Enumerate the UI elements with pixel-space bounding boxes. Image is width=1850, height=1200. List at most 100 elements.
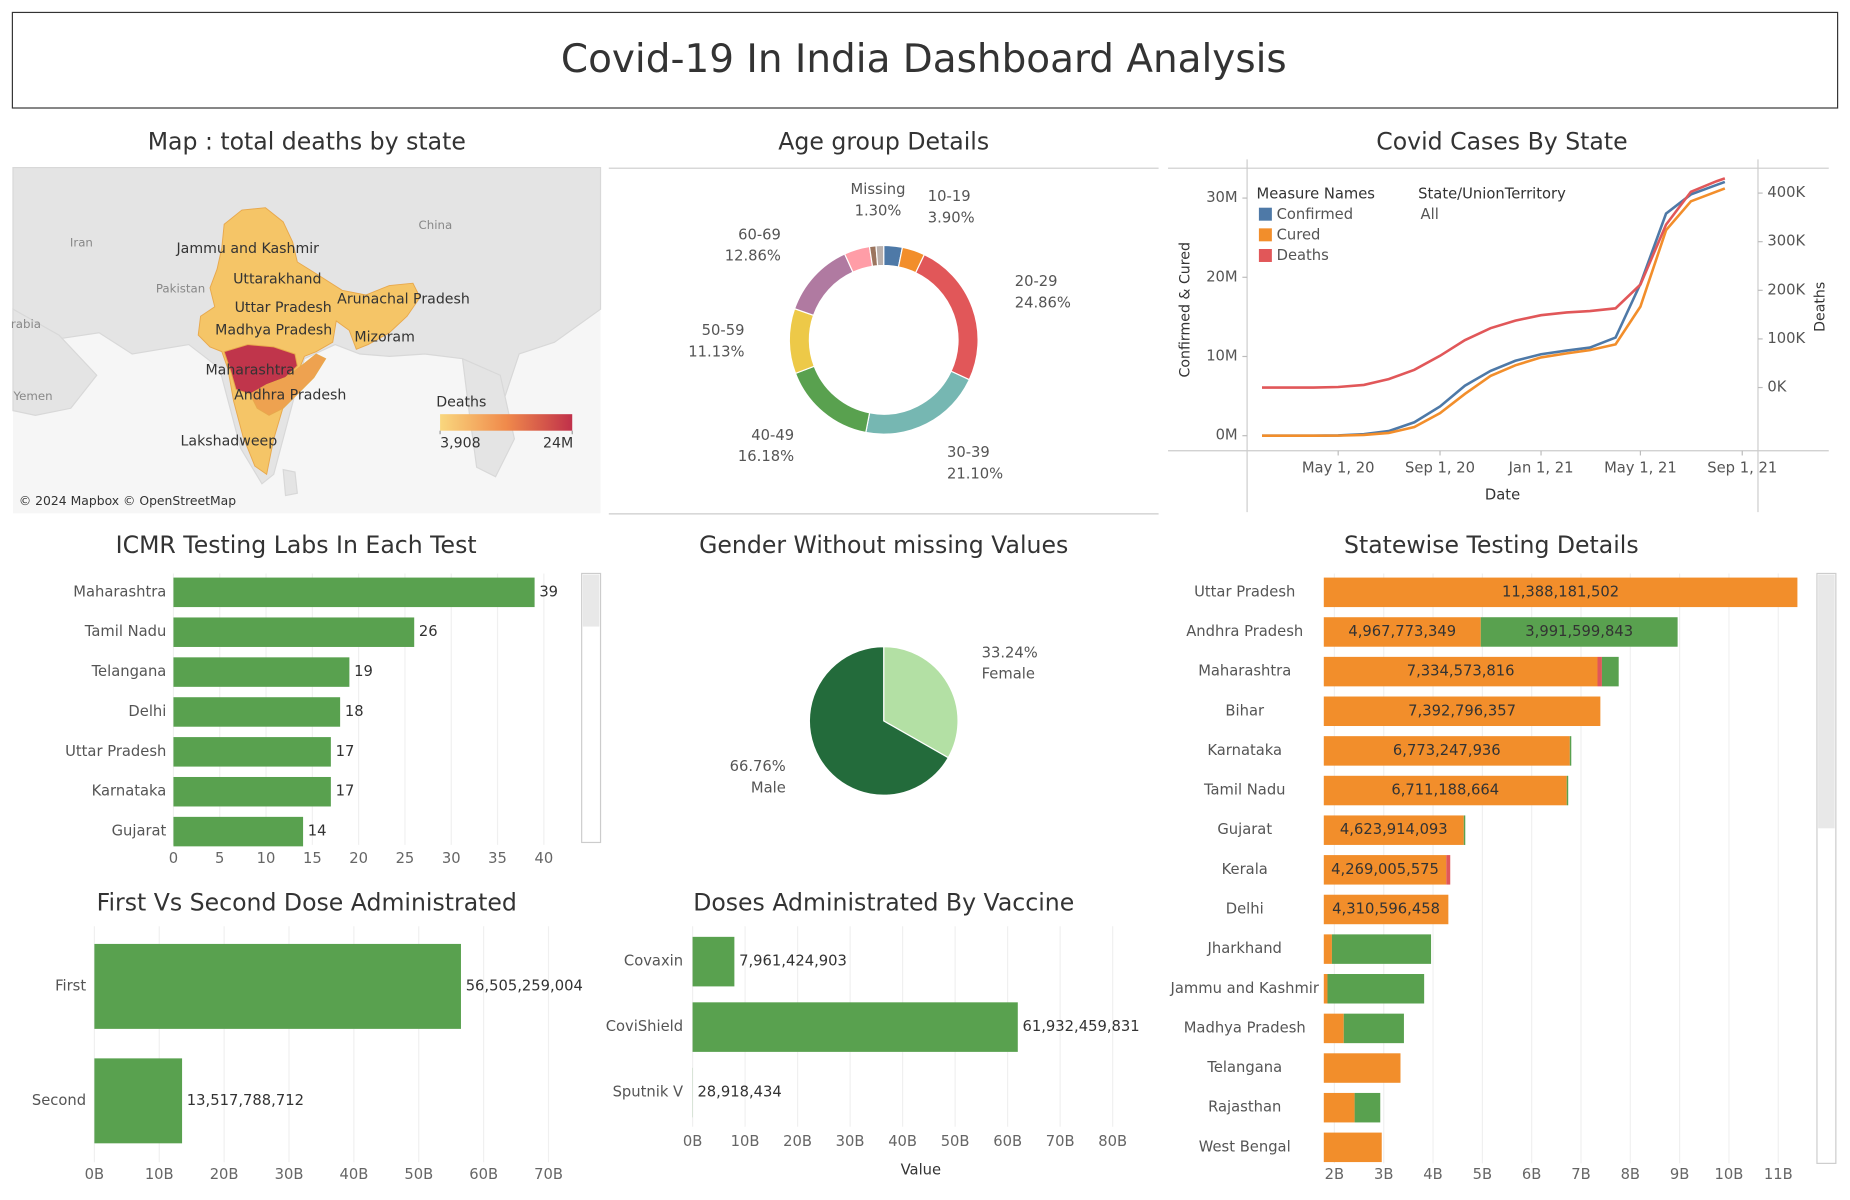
category-label: Maharashtra xyxy=(73,583,166,600)
legend-title: Deaths xyxy=(436,394,486,410)
x-tick-label: Sep 1, 20 xyxy=(1405,459,1475,476)
bar-segment xyxy=(1323,1053,1401,1083)
y2-tick-label: 200K xyxy=(1767,281,1805,298)
x-tick-label: 0B xyxy=(683,1133,702,1150)
state-label: Uttar Pradesh xyxy=(235,300,332,316)
panel-title: ICMR Testing Labs In Each Test xyxy=(116,531,477,559)
y2-tick-label: 400K xyxy=(1767,184,1805,201)
state-label: Mizoram xyxy=(354,329,414,345)
legend-title: Measure Names xyxy=(1257,186,1375,203)
slice-label: 11.13% xyxy=(688,343,744,360)
bar xyxy=(94,943,461,1029)
x-tick-label: 40B xyxy=(888,1133,917,1150)
value-label: 6,773,247,936 xyxy=(1393,742,1501,759)
bar-segment xyxy=(1597,656,1602,687)
bar-segment xyxy=(1601,656,1619,687)
bar xyxy=(173,697,341,727)
x-tick-label: 4B xyxy=(1423,1166,1442,1183)
value-label: 4,269,005,575 xyxy=(1331,861,1439,878)
category-label: Covaxin xyxy=(624,953,683,970)
x-tick-label: 50B xyxy=(404,1166,433,1183)
state-label: Uttarakhand xyxy=(233,272,321,288)
bar-segment xyxy=(1323,775,1567,806)
category-label: Andhra Pradesh xyxy=(1186,623,1303,640)
x-tick-label: 9B xyxy=(1670,1166,1689,1183)
slice-label: Male xyxy=(751,779,786,796)
value-label: 7,392,796,357 xyxy=(1408,702,1516,719)
x-tick-label: 60B xyxy=(993,1133,1022,1150)
x-tick-label: 20B xyxy=(210,1166,239,1183)
category-label: Rajasthan xyxy=(1208,1099,1281,1116)
country-label: China xyxy=(419,218,453,232)
x-tick-label: 25 xyxy=(396,850,415,867)
slice-label: 24.86% xyxy=(1015,294,1071,311)
slice-label: 66.76% xyxy=(730,758,786,775)
category-label: Tamil Nadu xyxy=(1203,782,1286,799)
x-tick-label: 5B xyxy=(1473,1166,1492,1183)
x-tick-label: 8B xyxy=(1621,1166,1640,1183)
category-label: Maharashtra xyxy=(1198,663,1291,680)
bar-segment xyxy=(1463,815,1466,845)
donut-slice xyxy=(875,244,885,267)
scrollbar-thumb[interactable] xyxy=(1818,574,1835,829)
value-label: 4,967,773,349 xyxy=(1348,623,1456,640)
x-tick-label: 2B xyxy=(1325,1166,1344,1183)
y-tick-label: 10M xyxy=(1206,347,1237,364)
state-label: Jammu and Kashmir xyxy=(176,241,320,257)
value-label: 11,388,181,502 xyxy=(1502,583,1619,600)
y2-tick-label: 0K xyxy=(1767,379,1786,396)
y2-axis-label: Deaths xyxy=(1813,282,1829,332)
value-label: 7,334,573,816 xyxy=(1407,663,1515,680)
slice-label: 1.30% xyxy=(855,202,902,219)
value-label: 7,961,424,903 xyxy=(739,953,847,970)
bar-segment xyxy=(1323,617,1481,647)
legend-swatch xyxy=(1258,228,1272,242)
value-label: 17 xyxy=(336,783,355,800)
x-tick-label: 70B xyxy=(1046,1133,1075,1150)
panel-title: First Vs Second Dose Administrated xyxy=(97,888,517,916)
x-tick-label: 11B xyxy=(1764,1166,1793,1183)
category-label: Kerala xyxy=(1222,861,1268,878)
scrollbar-track[interactable] xyxy=(581,572,602,844)
x-tick-label: 10 xyxy=(257,850,276,867)
bar xyxy=(173,577,535,608)
bar xyxy=(173,776,331,807)
pie-slice xyxy=(808,646,950,796)
bar xyxy=(173,816,304,847)
category-label: First xyxy=(55,977,86,994)
attribution: © 2024 Mapbox © OpenStreetMap xyxy=(19,494,236,508)
category-label: Uttar Pradesh xyxy=(65,743,166,760)
title-box xyxy=(11,11,1839,109)
category-label: Karnataka xyxy=(92,783,167,800)
x-tick-label: 30B xyxy=(836,1133,865,1150)
x-tick-label: 10B xyxy=(145,1166,174,1183)
state-label: Arunachal Pradesh xyxy=(337,292,470,308)
x-tick-label: 3B xyxy=(1374,1166,1393,1183)
slice-label: 16.18% xyxy=(738,448,794,465)
slice-label: 40-49 xyxy=(751,427,794,444)
bar-segment xyxy=(1323,577,1798,608)
slice-label: 21.10% xyxy=(947,465,1003,482)
x-tick-label: 70B xyxy=(534,1166,563,1183)
legend-label: Deaths xyxy=(1277,247,1329,264)
map-state xyxy=(249,353,327,416)
scrollbar-thumb[interactable] xyxy=(582,574,600,627)
series-line xyxy=(1261,187,1726,437)
x-tick-label: 10B xyxy=(731,1133,760,1150)
filter-value: All xyxy=(1421,206,1439,223)
value-label: 6,711,188,664 xyxy=(1391,782,1499,799)
value-label: 4,310,596,458 xyxy=(1332,900,1440,917)
bar-segment xyxy=(1323,1092,1355,1123)
bar-segment xyxy=(1480,617,1678,647)
value-label: 28,918,434 xyxy=(697,1084,781,1101)
slice-label: 10-19 xyxy=(928,188,971,205)
donut-slice xyxy=(788,307,815,375)
x-tick-label: 30B xyxy=(275,1166,304,1183)
category-label: Delhi xyxy=(1226,900,1264,917)
bar-segment xyxy=(1323,894,1449,925)
donut-slice xyxy=(914,253,979,381)
category-label: Telangana xyxy=(91,663,167,680)
legend-label: Confirmed xyxy=(1277,206,1354,223)
